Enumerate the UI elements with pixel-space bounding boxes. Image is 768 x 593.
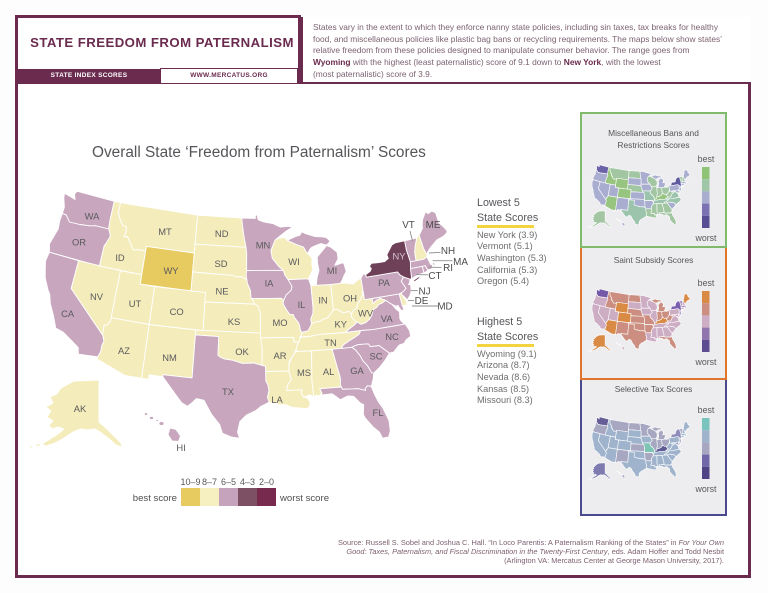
- svg-text:8–7: 8–7: [202, 477, 217, 487]
- svg-text:AZ: AZ: [118, 345, 130, 356]
- svg-text:SD: SD: [214, 258, 227, 269]
- svg-text:best: best: [698, 278, 715, 288]
- svg-text:PA: PA: [378, 277, 391, 288]
- svg-text:MD: MD: [437, 302, 452, 313]
- svg-text:MA: MA: [453, 257, 468, 268]
- svg-text:KS: KS: [228, 316, 241, 327]
- svg-text:best: best: [698, 154, 715, 164]
- svg-text:OK: OK: [235, 346, 249, 357]
- svg-text:ID: ID: [115, 252, 125, 263]
- svg-text:TN: TN: [324, 337, 337, 348]
- svg-text:CT: CT: [428, 271, 441, 282]
- svg-text:TX: TX: [222, 386, 235, 397]
- svg-text:NV: NV: [90, 291, 104, 302]
- svg-text:FL: FL: [373, 407, 384, 418]
- svg-text:worst score: worst score: [279, 493, 329, 504]
- svg-text:OH: OH: [343, 293, 357, 304]
- svg-text:NE: NE: [215, 286, 228, 297]
- svg-text:NC: NC: [385, 331, 399, 342]
- svg-text:HI: HI: [176, 442, 185, 453]
- svg-text:2–0: 2–0: [259, 477, 274, 487]
- svg-text:MS: MS: [297, 367, 311, 378]
- svg-text:worst: worst: [694, 484, 717, 494]
- svg-text:RI: RI: [443, 263, 453, 274]
- svg-text:10–9: 10–9: [180, 477, 200, 487]
- svg-text:IN: IN: [318, 294, 327, 305]
- svg-text:IL: IL: [298, 299, 306, 310]
- svg-text:NH: NH: [441, 246, 455, 257]
- svg-text:UT: UT: [129, 298, 142, 309]
- svg-text:IA: IA: [265, 277, 275, 288]
- svg-text:AK: AK: [74, 403, 87, 414]
- svg-text:4–3: 4–3: [240, 477, 255, 487]
- svg-text:MO: MO: [272, 317, 287, 328]
- svg-text:AL: AL: [323, 366, 334, 377]
- svg-text:ND: ND: [215, 228, 229, 239]
- svg-text:VA: VA: [381, 313, 394, 324]
- svg-text:WA: WA: [85, 210, 101, 221]
- svg-text:OR: OR: [72, 236, 86, 247]
- svg-text:ME: ME: [426, 220, 441, 231]
- svg-text:LA: LA: [271, 394, 283, 405]
- svg-text:NY: NY: [392, 250, 406, 261]
- svg-text:CA: CA: [61, 308, 75, 319]
- svg-text:WV: WV: [358, 308, 374, 319]
- svg-text:MT: MT: [158, 226, 172, 237]
- svg-text:best score: best score: [133, 493, 177, 504]
- svg-text:worst: worst: [694, 357, 717, 367]
- svg-text:KY: KY: [334, 318, 347, 329]
- svg-text:MI: MI: [327, 265, 337, 276]
- svg-text:CO: CO: [170, 306, 184, 317]
- svg-text:AR: AR: [273, 350, 286, 361]
- svg-text:WI: WI: [288, 256, 299, 267]
- svg-text:MN: MN: [256, 239, 271, 250]
- svg-text:best: best: [698, 405, 715, 415]
- svg-text:NM: NM: [162, 352, 177, 363]
- svg-text:6–5: 6–5: [221, 477, 236, 487]
- svg-text:SC: SC: [369, 350, 382, 361]
- svg-text:WY: WY: [163, 265, 179, 276]
- svg-text:NJ: NJ: [418, 287, 430, 298]
- svg-text:GA: GA: [350, 365, 364, 376]
- svg-text:DE: DE: [415, 296, 429, 307]
- svg-text:VT: VT: [402, 220, 415, 231]
- svg-text:worst: worst: [694, 233, 717, 243]
